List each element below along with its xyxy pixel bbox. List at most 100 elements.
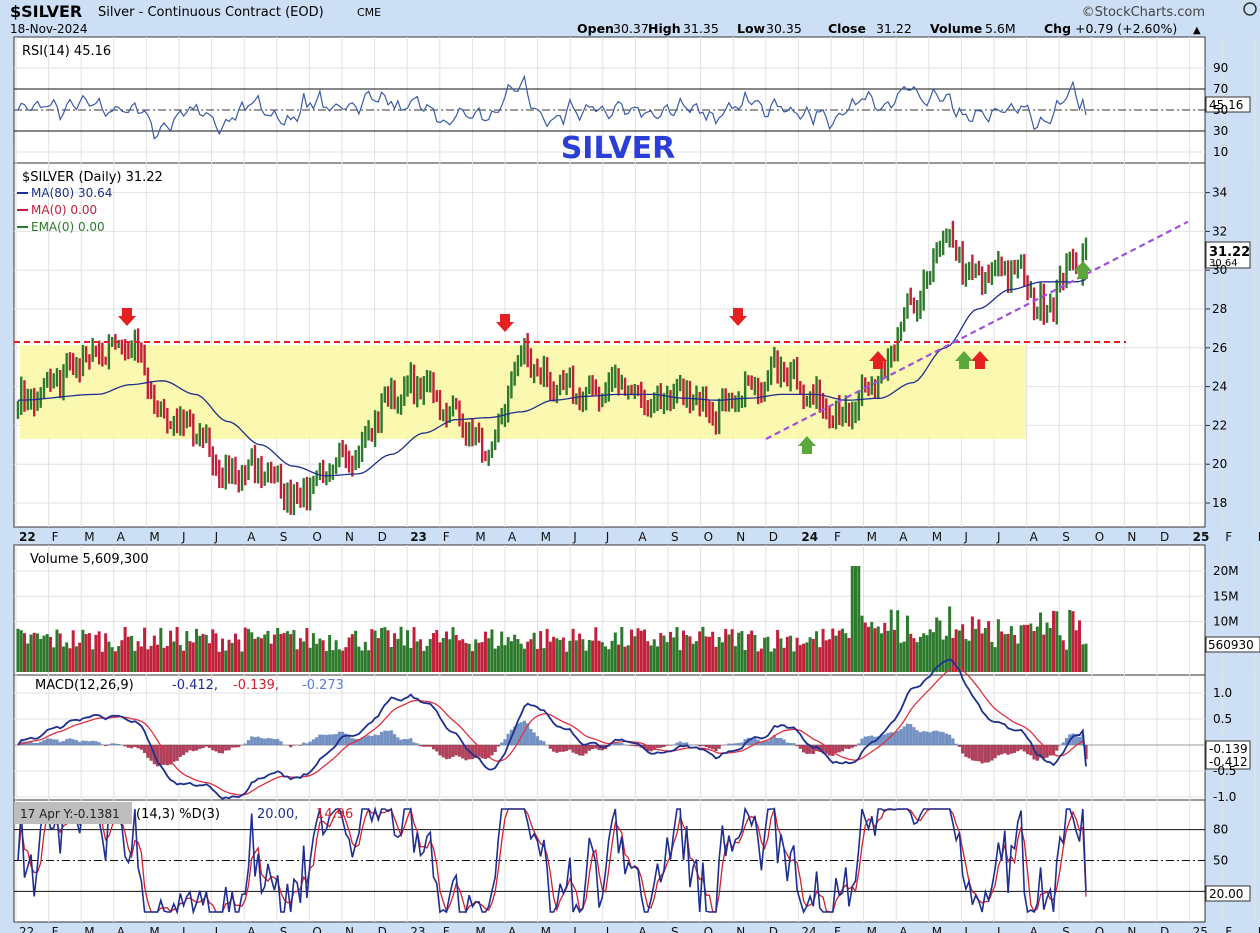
volume-bar <box>769 651 773 672</box>
volume-bar <box>295 649 299 672</box>
volume-bar <box>42 635 46 672</box>
volume-bar <box>373 630 377 672</box>
macd-hist-bar <box>42 739 46 745</box>
macd-hist-bar <box>701 745 705 746</box>
volume-bar <box>182 650 186 672</box>
macd-hist-bar <box>266 738 270 745</box>
volume-bar <box>464 643 468 672</box>
volume-bar <box>58 633 62 672</box>
volume-bar <box>191 642 195 672</box>
price-tick-label: 22 <box>1212 418 1227 432</box>
volume-bar <box>292 629 296 672</box>
macd-hist-bar <box>866 736 871 745</box>
volume-bar <box>688 636 692 672</box>
volume-bar <box>402 645 406 672</box>
volume-bar <box>104 633 108 672</box>
volume-bar <box>854 565 858 672</box>
macd-hist-bar <box>717 745 721 749</box>
volume-bar <box>428 639 432 672</box>
volume-bar <box>1055 611 1059 672</box>
macd-hist-bar <box>256 736 260 745</box>
macd-hist-bar <box>649 745 653 752</box>
macd-hist-bar <box>847 745 851 750</box>
stoch-d-value: 14.96 <box>316 807 353 822</box>
macd-hist-bar <box>824 745 828 754</box>
volume-bar <box>886 630 890 672</box>
volume-bar <box>672 637 676 672</box>
macd-hist-bar <box>1016 745 1020 752</box>
volume-bar <box>918 636 922 672</box>
volume-bar <box>1000 631 1004 672</box>
volume-bar <box>230 642 234 672</box>
month-label-bottom: O <box>1095 925 1104 933</box>
volume-bar <box>383 627 387 672</box>
macd-hist-bar <box>902 726 906 745</box>
macd-hist-bar <box>529 728 533 745</box>
volume-bar <box>561 637 565 672</box>
volume-bar <box>983 628 987 672</box>
ma-legend: MA(80) 30.64 MA(0) 0.00 EMA(0) 0.00 <box>17 186 112 234</box>
macd-hist-bar <box>1042 745 1046 759</box>
volume-bar <box>454 635 458 672</box>
macd-hist-bar <box>104 745 108 747</box>
macd-hist-bar <box>1012 745 1017 753</box>
macd-hist-bar <box>412 742 416 745</box>
macd-hist-bar <box>149 745 153 761</box>
macd-hist-bar <box>999 745 1004 755</box>
macd-hist-bar <box>172 745 176 762</box>
macd-hist-bar <box>373 734 377 745</box>
macd-hist-bar <box>620 742 624 745</box>
volume-bar <box>81 629 85 672</box>
retest-arrow-icon <box>869 351 887 369</box>
collapse-arrow-icon[interactable]: ▲ <box>1193 25 1201 36</box>
macd-hist-bar <box>386 730 390 745</box>
silver-watermark: SILVER <box>561 131 676 166</box>
price-tick-label: 32 <box>1212 224 1227 238</box>
macd-hist-bar <box>840 745 845 752</box>
volume-bar <box>759 648 763 672</box>
volume-bar <box>578 633 582 672</box>
volume-bar <box>694 641 698 672</box>
macd-hist-bar <box>883 734 887 745</box>
macd-hist-bar <box>590 745 595 750</box>
month-label: J <box>572 530 577 544</box>
volume-bar <box>831 628 835 672</box>
volume-bar <box>870 621 874 672</box>
volume-bar <box>263 634 267 672</box>
resistance-arrow-icon <box>118 308 136 326</box>
macd-hist-bar <box>418 745 423 747</box>
macd-hist-bar <box>860 738 864 745</box>
macd-hist-bar <box>78 741 82 745</box>
month-label: A <box>508 530 517 544</box>
volume-bar <box>409 647 413 672</box>
month-label-bottom: F <box>834 925 841 933</box>
ma80-line <box>17 278 1087 477</box>
month-label: F <box>52 530 59 544</box>
month-label: M <box>475 530 485 544</box>
macd-hist-bar <box>571 745 575 753</box>
macd-hist-bar <box>922 731 926 745</box>
volume-bar <box>678 650 682 672</box>
macd-hist-bar <box>957 745 961 747</box>
macd-hist-bar <box>366 735 371 745</box>
settings-icon[interactable] <box>1243 2 1257 16</box>
macd-hist-bar <box>837 745 841 753</box>
volume-bar <box>600 642 604 672</box>
volume-bar <box>357 646 361 672</box>
macd-hist-bar <box>552 745 556 752</box>
macd-hist-bar <box>379 731 384 745</box>
volume-bar <box>503 645 507 672</box>
volume-bar <box>743 650 747 672</box>
macd-hist-bar <box>35 742 40 745</box>
month-label-bottom: M <box>1258 925 1260 933</box>
month-label-bottom: M <box>541 925 551 933</box>
volume-bar <box>659 633 663 672</box>
volume-bar <box>967 640 971 672</box>
open-label: Open <box>577 21 614 36</box>
macd-hist-bar <box>1071 733 1075 745</box>
volume-bar <box>250 632 254 672</box>
macd-hist-bar <box>136 745 140 749</box>
macd-hist-bar <box>561 745 565 752</box>
volume-bar <box>879 633 883 672</box>
volume-bar <box>467 643 471 672</box>
